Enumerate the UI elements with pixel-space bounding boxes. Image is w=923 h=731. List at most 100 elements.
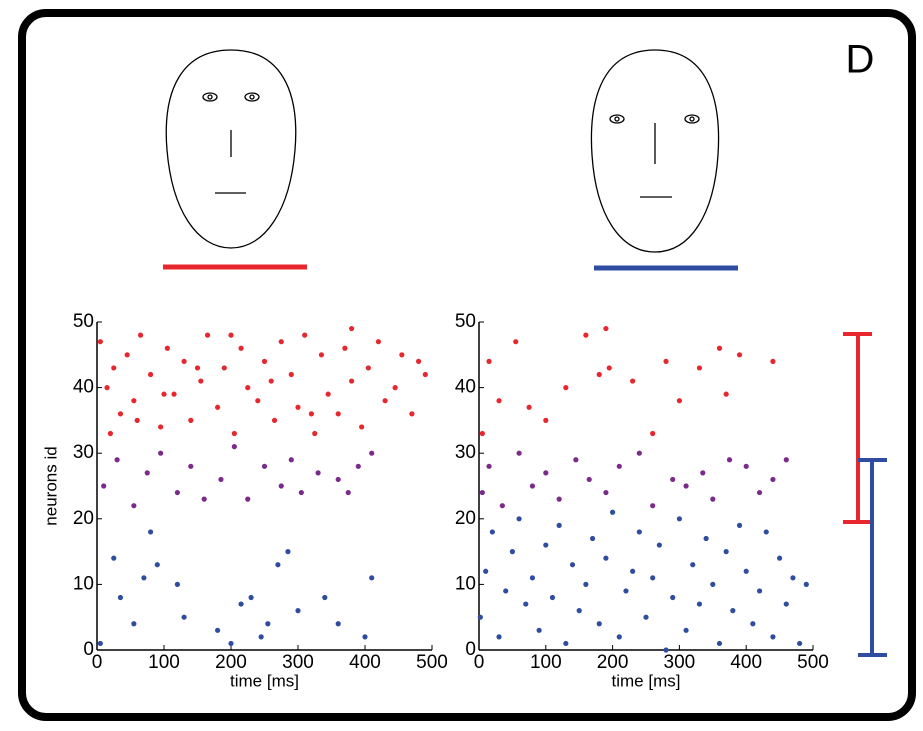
spike [583,332,589,338]
range-bar [843,332,872,524]
spike [543,417,549,423]
spike [770,476,776,483]
spike [315,470,321,476]
spike [690,562,696,568]
spike [543,470,549,476]
spike [700,470,706,476]
spike [569,562,576,568]
spike [181,614,187,620]
x-tick-label: 300 [282,652,314,673]
spike [261,463,268,469]
face-left [165,49,297,249]
spike [261,358,268,364]
spike [161,391,167,397]
spike [369,450,375,456]
spike [503,588,509,594]
spike [164,345,170,351]
spike [114,457,120,463]
spike [188,463,194,469]
spike [231,444,237,450]
spike [696,365,703,371]
spike [676,398,683,404]
spike [523,601,529,607]
spike [596,371,602,378]
spike [479,489,485,496]
spike [606,365,612,371]
spike [245,385,251,391]
spike [743,568,749,574]
spike [124,352,130,358]
spike [278,339,284,345]
spike [218,476,224,483]
spike [783,457,789,463]
y-tick-label: 0 [83,639,94,660]
x-tick-label: 200 [597,652,629,673]
y-tick-label: 10 [73,573,94,594]
spike [349,325,355,332]
spike [221,365,227,371]
spike [556,522,562,528]
spike [342,345,348,351]
y-tick-label: 30 [73,442,94,463]
spike [265,621,271,627]
spike [174,581,180,588]
spike [663,647,669,653]
spike [603,489,609,496]
x-tick-label: 0 [474,652,485,673]
spike [308,411,314,417]
spike [238,345,244,351]
spike [563,385,569,391]
spike [603,555,609,561]
spike [610,509,616,515]
spike [181,358,187,364]
spike [158,450,164,456]
spike [295,404,301,410]
spike [312,430,318,437]
spike [198,378,204,384]
spike [104,385,110,391]
spike [526,404,532,410]
spike [710,496,716,502]
spike [148,529,154,535]
spike [477,614,483,620]
y-tick-label: 40 [73,377,94,398]
spike [335,476,341,483]
spike [295,608,301,614]
spike [422,371,428,378]
spike [543,542,549,548]
spike [743,463,749,469]
x-tick-label: 200 [215,652,247,673]
spike [516,516,522,522]
spike [630,568,636,574]
spike [345,489,351,496]
spike [643,614,649,620]
spike [117,594,124,601]
spike [763,529,769,535]
spike [797,640,803,647]
spike [486,463,492,469]
spike [97,339,103,345]
spike [556,496,562,502]
spike [285,549,291,555]
spike [141,575,147,581]
y-tick-label: 40 [455,377,476,398]
spike [496,398,502,404]
spike [703,535,709,542]
x-tick-label: 400 [349,652,381,673]
spike [131,398,137,404]
spike [399,352,405,358]
y-tick-label: 10 [455,573,476,594]
spike [325,391,331,397]
spike [483,568,489,574]
x-tick-label: 0 [92,652,103,673]
x-axis-label: time [ms] [230,671,299,690]
spike [382,398,388,404]
spike [416,358,422,364]
spike [271,417,278,423]
spike [131,503,137,509]
spike [516,450,522,456]
spike [409,411,415,417]
spike [596,621,602,627]
spike [111,555,117,561]
spike [770,634,776,640]
